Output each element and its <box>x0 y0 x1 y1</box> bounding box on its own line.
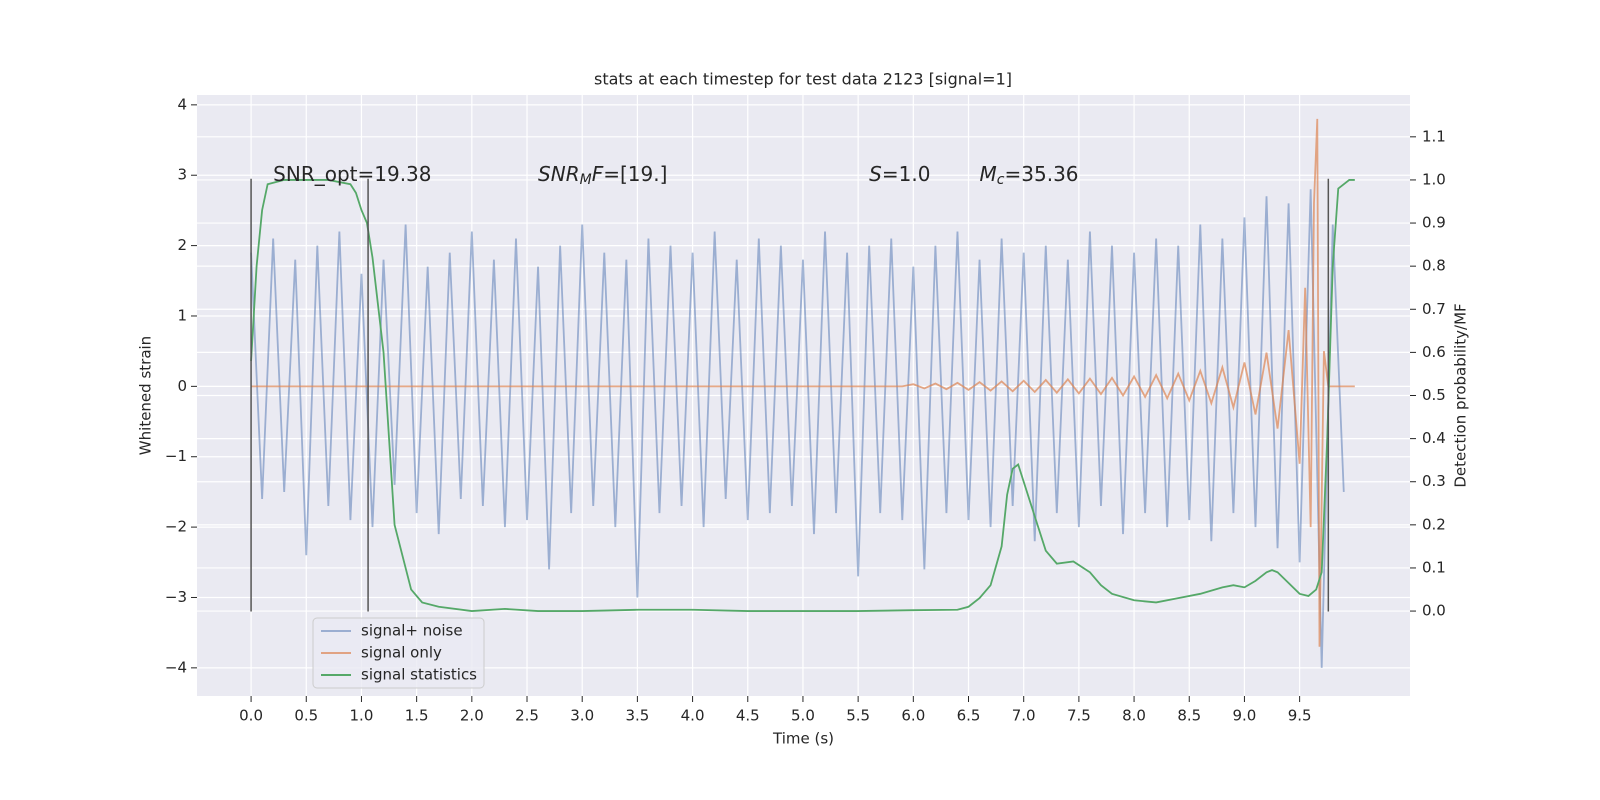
x-tick-label: 0.0 <box>239 707 263 725</box>
annotation: S=1.0 <box>869 162 930 186</box>
series-line <box>251 118 1355 647</box>
y-tick-label: 1 <box>177 306 187 324</box>
x-tick-label: 9.5 <box>1288 707 1312 725</box>
x-tick-label: 2.5 <box>515 707 539 725</box>
x-tick-label: 4.5 <box>736 707 760 725</box>
y-tick-label: 0 <box>177 377 187 395</box>
legend-label: signal+ noise <box>361 622 463 640</box>
legend-label: signal statistics <box>361 666 477 684</box>
x-tick-label: 1.5 <box>405 707 429 725</box>
y2-tick-label: 0.0 <box>1422 602 1446 620</box>
y2-tick-label: 0.4 <box>1422 429 1446 447</box>
y-tick-label: 3 <box>177 166 187 184</box>
x-tick-label: 1.0 <box>350 707 374 725</box>
y2-tick-label: 0.9 <box>1422 214 1446 232</box>
y2-tick-label: 0.5 <box>1422 386 1446 404</box>
annotation-part: S <box>869 162 882 186</box>
legend-label: signal only <box>361 644 442 662</box>
y2-tick-label: 1.1 <box>1422 127 1446 145</box>
x-tick-label: 3.5 <box>625 707 649 725</box>
annotation-part: =1.0 <box>882 162 931 186</box>
annotation: SNRMF=[19.] <box>538 162 667 189</box>
annotation-part: M <box>980 162 997 186</box>
x-tick-label: 6.0 <box>901 707 925 725</box>
series-line <box>250 189 1345 668</box>
legend: signal+ noise signal only signal statistic… <box>312 617 485 689</box>
y2-tick-label: 0.8 <box>1422 257 1446 275</box>
y-tick-label: −1 <box>165 447 187 465</box>
x-tick-label: 7.0 <box>1012 707 1036 725</box>
chart-title: stats at each timestep for test data 212… <box>594 70 1012 89</box>
annotation: Mc=35.36 <box>980 162 1079 189</box>
y2-tick-label: 0.3 <box>1422 472 1446 490</box>
legend-box <box>312 617 485 689</box>
annotation-part: c <box>997 172 1005 188</box>
annotation-part: M <box>580 172 592 188</box>
x-axis-label: Time (s) <box>772 730 834 748</box>
annotation-part: SNR <box>538 162 580 186</box>
x-tick-label: 9.0 <box>1233 707 1257 725</box>
y-tick-label: 4 <box>177 95 187 113</box>
y-tick-label: −2 <box>165 518 187 536</box>
y2-tick-label: 1.0 <box>1422 170 1446 188</box>
y2-tick-label: 0.2 <box>1422 515 1446 533</box>
y2-axis-label: Detection probability/MF <box>1452 303 1470 487</box>
y2-tick-label: 0.6 <box>1422 343 1446 361</box>
y-tick-label: −3 <box>165 588 187 606</box>
x-tick-label: 6.5 <box>957 707 981 725</box>
x-tick-label: 8.0 <box>1122 707 1146 725</box>
annotation-part: =[19.] <box>603 162 667 186</box>
x-tick-label: 5.5 <box>846 707 870 725</box>
x-tick-label: 2.0 <box>460 707 484 725</box>
y2-tick-label: 0.7 <box>1422 300 1446 318</box>
y-tick-label: −4 <box>165 658 187 676</box>
x-tick-label: 8.5 <box>1177 707 1201 725</box>
annotation: SNR_opt=19.38 <box>273 162 431 186</box>
annotation-part: =35.36 <box>1005 162 1079 186</box>
series-line <box>250 179 1355 612</box>
annotation-part: SNR_opt=19.38 <box>273 162 431 186</box>
y2-tick-label: 0.1 <box>1422 558 1446 576</box>
x-tick-label: 5.0 <box>791 707 815 725</box>
y-axis-label: Whitened strain <box>137 336 155 455</box>
annotation-part: F <box>592 162 604 186</box>
y-tick-label: 2 <box>177 236 187 254</box>
x-tick-label: 3.0 <box>570 707 594 725</box>
x-tick-label: 4.0 <box>681 707 705 725</box>
x-tick-label: 7.5 <box>1067 707 1091 725</box>
x-tick-label: 0.5 <box>294 707 318 725</box>
